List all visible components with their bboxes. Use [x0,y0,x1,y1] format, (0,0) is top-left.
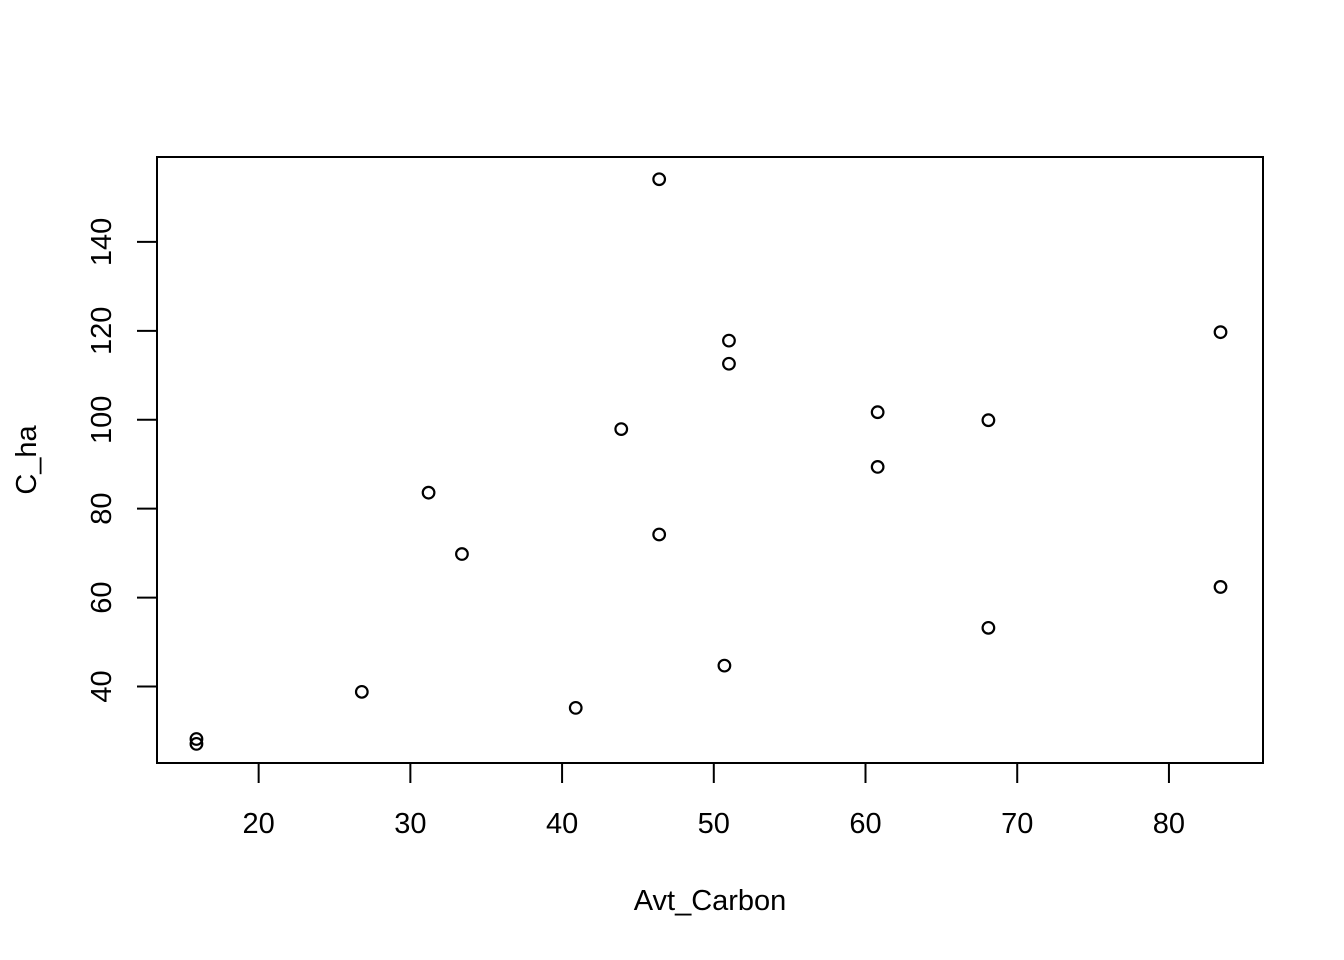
data-point [652,527,667,542]
x-tick-label: 50 [698,808,730,840]
x-tick-label: 30 [394,808,426,840]
y-tick-label: 60 [86,581,118,613]
x-tick-label: 80 [1153,808,1185,840]
data-point [614,422,629,436]
x-tick-label: 70 [1001,808,1033,840]
data-point [568,700,583,715]
y-tick-label: 40 [86,670,118,702]
data-point [722,333,736,348]
x-axis: 20 30 40 50 60 70 80 [243,762,1185,840]
y-tick-label: 100 [86,396,118,444]
data-point [354,684,369,699]
plot-frame [156,156,1264,764]
data-point [421,485,436,500]
data-point [981,620,996,635]
data-point [717,658,732,673]
y-axis: 40 60 80 100 120 140 [86,218,158,703]
data-point [981,413,996,428]
data-point [652,172,667,187]
data-point [722,356,736,371]
y-tick-label: 120 [86,307,118,355]
data-point [870,405,885,420]
data-point [1213,325,1228,340]
data-points [189,172,1228,751]
x-tick-label: 60 [849,808,881,840]
x-tick-label: 20 [243,808,275,840]
y-axis-title: C_ha [11,424,43,494]
data-point [870,459,885,474]
x-tick-label: 40 [546,808,578,840]
y-tick-label: 140 [86,218,118,266]
data-point [1213,580,1228,594]
y-tick-label: 80 [86,493,118,525]
x-axis-title: Avt_Carbon [634,885,787,917]
data-point [189,736,204,751]
data-point [455,547,469,561]
data-point [189,732,204,746]
